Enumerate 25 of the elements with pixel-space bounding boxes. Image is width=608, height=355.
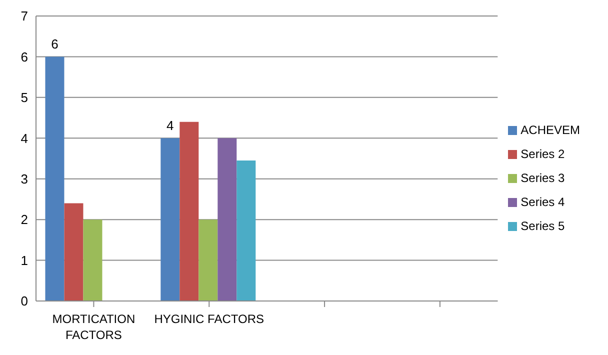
y-tick-label: 7 bbox=[20, 8, 28, 24]
bar bbox=[236, 160, 256, 301]
legend-label: Series 2 bbox=[520, 146, 565, 160]
legend-label: Series 4 bbox=[520, 194, 565, 208]
bar bbox=[218, 138, 237, 301]
legend-label: ACHEVEM bbox=[520, 122, 580, 136]
legend-label: Series 5 bbox=[520, 218, 565, 232]
data-label: 4 bbox=[166, 118, 174, 134]
y-tick-label: 6 bbox=[20, 49, 28, 64]
y-tick-label: 0 bbox=[20, 294, 28, 309]
bar bbox=[45, 56, 64, 301]
bar bbox=[160, 138, 180, 301]
x-tick-label: MORTICATION FACTORS bbox=[52, 312, 136, 342]
bar bbox=[64, 203, 84, 301]
bar bbox=[83, 220, 102, 301]
y-tick-label: 5 bbox=[20, 90, 28, 106]
y-tick-label: 3 bbox=[20, 171, 28, 186]
bar bbox=[180, 122, 199, 301]
x-tick-label: HYGINIC FACTORS bbox=[154, 312, 264, 326]
y-tick-label: 1 bbox=[20, 252, 28, 268]
y-tick-label: 2 bbox=[20, 212, 28, 228]
legend-label: Series 3 bbox=[520, 170, 565, 184]
bar bbox=[198, 220, 218, 301]
y-tick-label: 4 bbox=[20, 130, 28, 146]
data-label: 6 bbox=[51, 36, 58, 52]
